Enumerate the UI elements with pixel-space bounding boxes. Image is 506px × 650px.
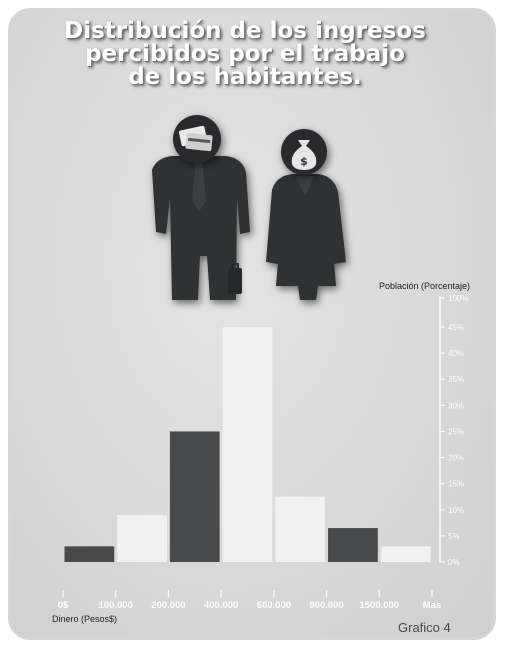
bar-3 <box>169 431 220 562</box>
x-tick-label: 1500.000 <box>359 600 399 611</box>
y-tick-label: 100% <box>448 294 468 303</box>
bar-2 <box>117 515 167 562</box>
svg-text:$: $ <box>300 155 308 168</box>
y-tick-label: 5% <box>448 532 460 541</box>
y-tick-label: 10% <box>448 506 464 515</box>
y-tick-label: 15% <box>448 480 464 489</box>
bar-1 <box>64 546 115 562</box>
bar-7 <box>380 546 431 562</box>
x-axis-label: Dinero (Pesos$) <box>52 614 118 624</box>
title-line-1: Distribución de los ingresos <box>64 18 426 44</box>
y-axis-label: Población (Porcentaje) <box>379 281 471 291</box>
x-tick-label: 600.000 <box>257 600 291 611</box>
money-bag-icon: $ <box>281 129 327 175</box>
figure-caption: Grafico 4 <box>398 620 451 635</box>
x-tick-label: Mas <box>423 600 441 611</box>
bar-5 <box>275 496 326 562</box>
x-tick-label: 200.000 <box>151 600 185 611</box>
y-tick-label: 25% <box>448 427 464 436</box>
title-line-2: percibidos por el trabajo <box>85 41 405 67</box>
y-tick-label: 30% <box>448 401 464 410</box>
chart-title: Distribución de los ingresos percibidos … <box>40 20 450 89</box>
person-man-icon <box>152 156 250 300</box>
person-woman-icon <box>266 174 346 300</box>
y-tick-label: 40% <box>448 349 464 358</box>
credit-cards-icon <box>173 115 221 163</box>
bar-4 <box>222 327 273 562</box>
y-tick-label: 45% <box>448 323 464 332</box>
y-tick-label: 0% <box>448 558 460 567</box>
briefcase-icon <box>228 263 242 294</box>
people-illustration: $ <box>152 115 346 300</box>
x-tick-label: 400.000 <box>204 600 238 611</box>
bar-6 <box>328 528 378 562</box>
y-tick-label: 35% <box>448 375 464 384</box>
x-tick-label: 100.000 <box>99 600 133 611</box>
y-tick-label: 20% <box>448 454 464 463</box>
title-line-3: de los habitantes. <box>128 64 362 90</box>
x-tick-label: 0$ <box>58 600 69 611</box>
x-tick-label: 900.000 <box>309 600 343 611</box>
